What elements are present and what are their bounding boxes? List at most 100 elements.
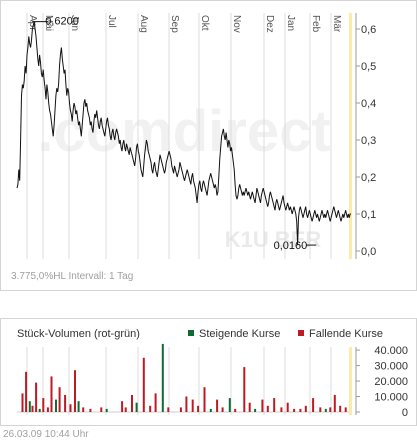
month-tick-label: Okt [199,15,210,31]
volume-y-tick-label: 40.000 [374,345,408,357]
price-y-tick-label: 0,2 [361,172,376,184]
volume-bar [221,407,224,412]
volume-bar [31,405,34,412]
price-axis-labels: 0,0 0,1 0,2 0,3 0,4 0,5 0,6 [356,24,376,258]
legend-rising-swatch [188,330,194,336]
volume-bar [38,408,41,412]
price-annotations: 0,6200 0,0160 [32,16,317,252]
volume-bar [333,395,336,412]
price-y-tick-label: 0,4 [361,98,376,110]
volume-bar [142,357,145,412]
legend-rising-label: Steigende Kurse [199,328,280,340]
timestamp: 26.03.09 10:44 Uhr [3,429,89,440]
volume-bar [228,398,231,412]
volume-bar [254,408,257,412]
volume-grid [17,347,357,415]
volume-bar [324,408,327,412]
volume-bar [261,399,264,412]
volume-bar [89,408,92,412]
chart-stats: 3.775,0%HL Intervall: 1 Tag [11,271,134,282]
volume-bar [203,387,206,412]
month-tick-label: Mai [43,15,54,31]
volume-bar [55,399,57,412]
legend-falling-swatch [298,330,304,336]
month-tick-label: Feb [310,15,321,33]
month-tick-label: Aug [138,15,149,33]
month-tick-label: Sep [169,15,180,33]
volume-bar [209,408,212,412]
price-chart: .comdirect K1U BER Apr Mai Jun Jul Aug Sep Okt… [16,13,376,259]
volume-chart-panel: Stück-Volumen (rot-grün) Steigende Kurse… [0,318,417,426]
volume-bar [105,408,108,412]
volume-bar [77,401,80,412]
volume-bar [216,399,219,412]
price-line [16,21,351,246]
volume-bar [286,402,289,412]
volume-bar [64,395,67,412]
volume-bar [234,408,237,412]
volume-bar [319,407,322,412]
month-tick-label: Mär [331,15,342,33]
watermark-logo: .comdirect [37,99,330,164]
price-y-tick-label: 0,0 [361,246,376,258]
volume-chart: Stück-Volumen (rot-grün) Steigende Kurse… [17,328,408,419]
month-tick-label: Jun [69,15,80,31]
volume-bar [154,393,157,412]
volume-bar [266,405,269,412]
month-tick-label: Jan [285,15,296,31]
month-tick-label: Jul [106,15,117,28]
volume-title: Stück-Volumen (rot-grün) [17,328,140,340]
volume-bar [124,407,127,412]
volume-bar [167,407,170,412]
volume-bar [243,367,246,412]
volume-bar [191,399,194,412]
high-annotation: 0,6200 [45,16,79,28]
volume-bar [121,401,124,412]
price-y-tick-label: 0,3 [361,135,376,147]
volume-bar [161,343,164,412]
volume-bar [312,398,315,412]
volume-bar [131,395,133,412]
month-labels: Apr Mai Jun Jul Aug Sep Okt Nov Dez Jan Feb Mär [27,15,342,33]
volume-bar [50,376,53,412]
month-tick-label: Apr [27,15,38,31]
volume-bar [197,405,200,412]
volume-y-tick-label: 10.000 [374,392,408,404]
volume-bar [149,405,152,412]
ticker-watermark: K1U BER [225,227,322,252]
month-tick-label: Nov [231,15,242,33]
volume-bar [185,396,188,412]
price-y-tick-label: 0,6 [361,24,376,36]
volume-bar [42,398,45,412]
volume-bar [293,408,296,412]
volume-bar [69,404,72,412]
volume-bar [21,393,24,412]
volume-bar [35,382,38,412]
volume-bar [100,407,103,412]
volume-current-highlight [349,347,352,415]
volume-bar [28,401,31,412]
volume-bar [58,387,61,412]
volume-bar [248,402,251,412]
volume-bar [299,408,302,412]
volume-y-tick-label: 20.000 [374,376,408,388]
low-annotation: 0,0160 [274,240,308,252]
volume-bar [25,371,28,412]
volume-bar [46,407,49,412]
volume-bar [179,407,182,412]
volume-bar [82,407,85,412]
volume-bar [344,407,347,412]
volume-bar [135,402,138,412]
volume-bars [21,343,347,412]
price-grid [26,13,357,259]
volume-bar [329,407,332,412]
volume-bar [339,405,342,412]
price-chart-panel: .comdirect K1U BER Apr Mai Jun Jul Aug Sep Okt… [0,0,417,291]
price-y-tick-label: 0,5 [361,61,376,73]
volume-y-tick-label: 0 [402,407,408,419]
volume-bar [304,405,307,412]
volume-y-tick-label: 30.000 [374,361,408,373]
month-tick-label: Dez [264,15,275,33]
volume-bar [74,370,76,412]
legend-falling-label: Fallende Kurse [309,328,383,340]
